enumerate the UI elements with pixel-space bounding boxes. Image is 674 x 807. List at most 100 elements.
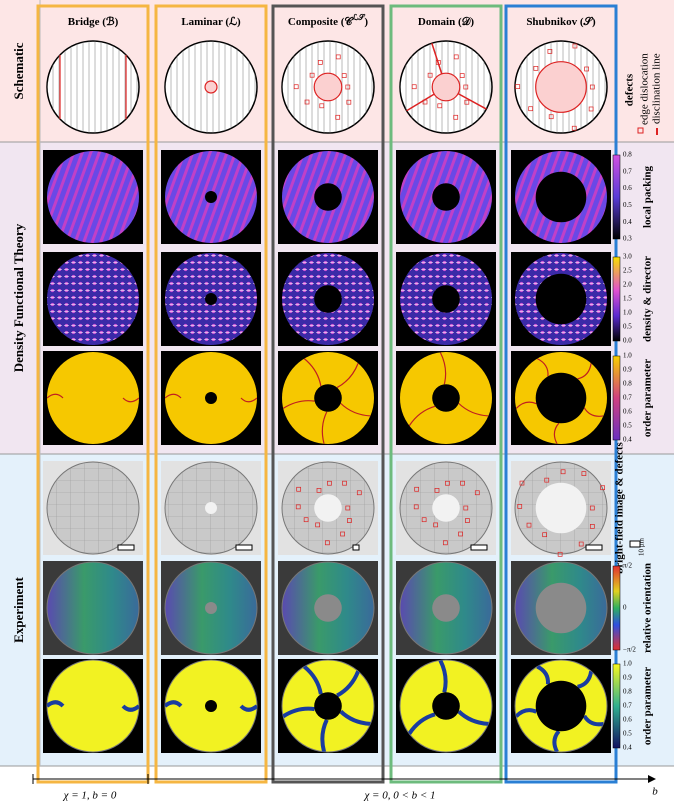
defect <box>578 541 584 547</box>
defect <box>342 480 347 486</box>
defect-line <box>438 660 448 693</box>
defect <box>327 480 332 486</box>
colorbar-tick: 0.7 <box>623 167 632 175</box>
defect <box>303 517 309 523</box>
defect <box>517 504 523 509</box>
hole <box>535 273 587 325</box>
column-title: Shubnikov (𝒮) <box>526 15 596 28</box>
panel-image <box>161 461 261 555</box>
defect <box>437 103 443 109</box>
colorbar-tick: 0.6 <box>623 184 632 192</box>
defect-line <box>458 402 489 417</box>
panel-image <box>511 659 611 753</box>
axis-label: b <box>652 786 658 798</box>
defect <box>442 540 448 546</box>
defect <box>453 114 459 120</box>
scale-key <box>629 540 641 548</box>
defect <box>445 480 450 486</box>
defect <box>335 114 341 120</box>
defect-line <box>515 401 537 409</box>
colorbar-tick: 0.8 <box>623 151 632 159</box>
panel-image <box>396 351 496 445</box>
panel-image <box>396 561 496 655</box>
column-title: Laminar (ℒ) <box>181 16 241 28</box>
column-title: Composite (𝒞ℒ𝒮) <box>288 12 369 28</box>
panel-image <box>396 461 496 555</box>
panel-image <box>511 252 611 346</box>
disk <box>47 151 139 243</box>
panel-image <box>511 150 611 244</box>
panel-image <box>278 252 378 346</box>
hole <box>205 602 217 614</box>
defect <box>317 60 323 65</box>
defect-line <box>582 714 604 727</box>
hole <box>432 285 460 313</box>
section-label: Density Functional Theory <box>11 223 26 372</box>
column-frame <box>154 4 268 784</box>
column-frame <box>36 4 150 784</box>
defect-line <box>408 405 436 427</box>
colorbar-tick: 0.5 <box>623 730 632 738</box>
defect <box>434 488 440 493</box>
colorbar-tick: 0.4 <box>623 744 632 752</box>
defect <box>458 531 463 537</box>
title-part: ) <box>364 16 368 28</box>
defect <box>315 522 321 528</box>
defect <box>542 532 548 538</box>
axis-segment: χ = 0, 0 < b < 1 <box>363 790 435 802</box>
defect <box>411 84 417 90</box>
colorbar <box>612 256 621 342</box>
defect <box>548 114 554 120</box>
defect <box>433 522 439 528</box>
defect <box>560 469 566 475</box>
legend-item: disclination line <box>651 53 663 124</box>
panel-image <box>511 461 611 557</box>
defect-line <box>302 665 323 695</box>
title-part: Composite (𝒞 <box>288 15 355 28</box>
defect-line <box>336 670 360 698</box>
defect <box>584 66 589 72</box>
hole <box>535 61 587 113</box>
panel-image <box>161 351 261 445</box>
scale-bar <box>352 544 360 551</box>
column-title: Domain (𝒟) <box>418 15 474 28</box>
defect-line <box>552 729 561 752</box>
defect <box>295 504 301 510</box>
hole <box>432 384 460 412</box>
colorbar-tick: 0.6 <box>623 716 632 724</box>
hole <box>314 183 342 211</box>
colorbar-tick: 10 μm <box>638 537 646 556</box>
hole <box>205 700 217 712</box>
colorbar-tick: 0.8 <box>623 688 632 696</box>
colorbar-tick: −π/2 <box>623 646 636 654</box>
column-title: Bridge (ℬ) <box>68 16 119 28</box>
panel-image <box>278 351 378 445</box>
disclination <box>457 92 487 110</box>
hole <box>432 594 460 622</box>
hole <box>535 482 587 534</box>
defect-line <box>339 709 371 726</box>
defect <box>304 99 310 105</box>
colorbar-label: order parameter <box>642 359 654 437</box>
disk <box>46 461 140 555</box>
panel-image <box>396 150 496 244</box>
colorbar-tick: 0.4 <box>623 218 632 226</box>
defect <box>533 65 539 71</box>
hole <box>314 494 342 522</box>
hole <box>431 72 461 102</box>
colorbar-tick: 0.0 <box>623 337 632 345</box>
defect-line <box>340 402 371 417</box>
colorbar-tick: 0.8 <box>623 380 632 388</box>
defect-line <box>239 704 257 712</box>
defect <box>474 490 480 496</box>
colorbar-tick: 0.6 <box>623 408 632 416</box>
defect <box>341 73 347 78</box>
defect <box>571 125 577 131</box>
title-part: Domain (𝒟) <box>418 15 474 28</box>
colorbar <box>612 565 621 651</box>
section-label: Experiment <box>11 576 26 642</box>
defect-line <box>165 700 183 708</box>
panel-image <box>46 40 140 134</box>
legend-item: edge dislocation <box>639 53 651 125</box>
defect <box>589 84 595 90</box>
